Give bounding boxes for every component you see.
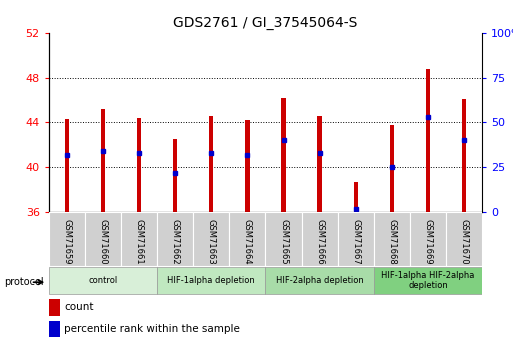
Text: percentile rank within the sample: percentile rank within the sample [64, 324, 240, 334]
Text: GSM71667: GSM71667 [351, 219, 360, 264]
Text: HIF-1alpha depletion: HIF-1alpha depletion [167, 276, 255, 285]
Bar [49, 212, 85, 266]
Title: GDS2761 / GI_37545064-S: GDS2761 / GI_37545064-S [173, 16, 358, 30]
Text: GSM71661: GSM71661 [134, 219, 144, 264]
Bar [245, 120, 250, 212]
Text: HIF-1alpha HIF-2alpha
depletion: HIF-1alpha HIF-2alpha depletion [381, 270, 475, 290]
Bar [374, 212, 410, 266]
Bar [137, 118, 141, 212]
Text: count: count [64, 303, 94, 312]
Bar [49, 267, 157, 294]
Bar [410, 212, 446, 266]
Bar [65, 119, 69, 212]
Bar [229, 212, 265, 266]
Bar [157, 267, 265, 294]
Bar [121, 212, 157, 266]
Bar [390, 125, 394, 212]
Bar [281, 98, 286, 212]
Bar [265, 267, 374, 294]
Text: GSM71660: GSM71660 [98, 219, 107, 264]
Text: GSM71659: GSM71659 [62, 219, 71, 264]
Text: HIF-2alpha depletion: HIF-2alpha depletion [276, 276, 364, 285]
Bar [374, 267, 482, 294]
Bar [193, 212, 229, 266]
Bar [173, 139, 177, 212]
Bar [426, 69, 430, 212]
Text: GSM71668: GSM71668 [387, 219, 397, 264]
Bar [462, 99, 466, 212]
Bar [353, 182, 358, 212]
Text: GSM71665: GSM71665 [279, 219, 288, 264]
Text: GSM71669: GSM71669 [424, 219, 432, 264]
Bar [85, 212, 121, 266]
Text: GSM71663: GSM71663 [207, 219, 216, 264]
Bar [338, 212, 374, 266]
Text: GSM71662: GSM71662 [171, 219, 180, 264]
Bar [101, 109, 105, 212]
Bar [446, 212, 482, 266]
Text: GSM71664: GSM71664 [243, 219, 252, 264]
Bar [157, 212, 193, 266]
Text: control: control [88, 276, 117, 285]
Bar [265, 212, 302, 266]
Bar [318, 116, 322, 212]
Text: protocol: protocol [4, 277, 44, 287]
Bar [302, 212, 338, 266]
Text: GSM71670: GSM71670 [460, 219, 469, 264]
Text: GSM71666: GSM71666 [315, 219, 324, 264]
Bar [209, 116, 213, 212]
